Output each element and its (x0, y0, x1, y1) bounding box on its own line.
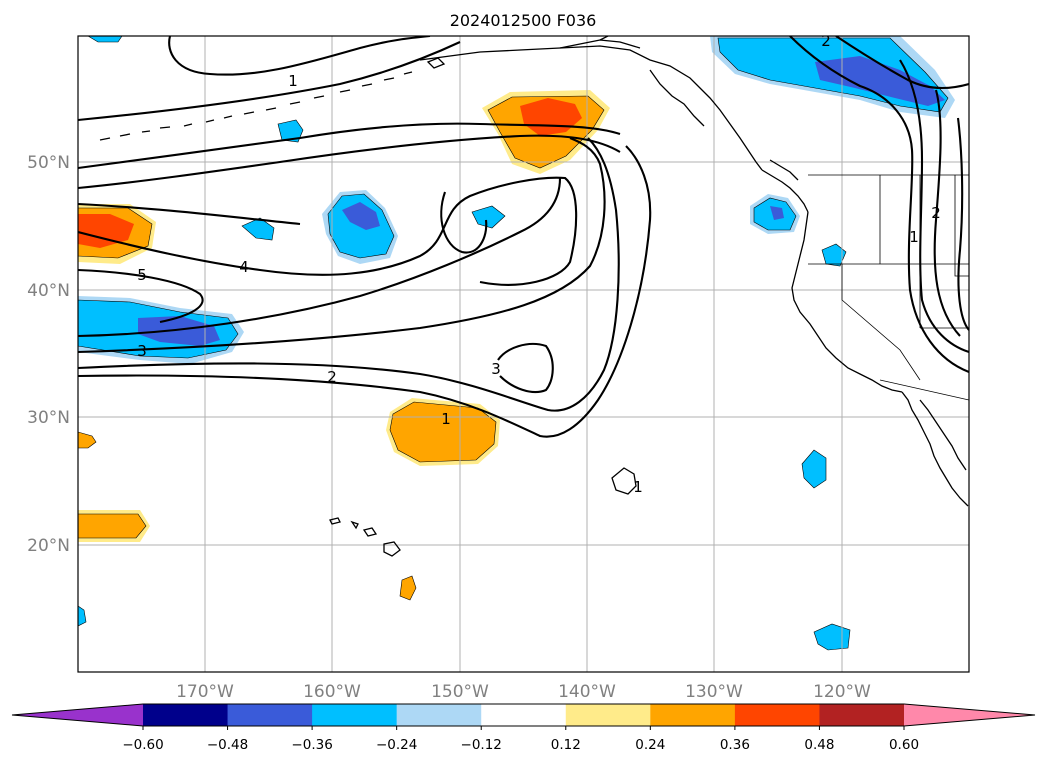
coastlines (99, 36, 969, 557)
negative-anomaly-region (277, 119, 304, 143)
lon-label: 160°W (303, 682, 361, 702)
colorbar-tick-label: −0.60 (122, 737, 163, 753)
colorbar-tick-label: −0.12 (461, 737, 502, 753)
colorbar: −0.60 −0.48 −0.36 −0.24 −0.12 0.12 0.24 0.36 0.4… (11, 703, 1036, 753)
map-frame (77, 35, 970, 673)
contour-label: 1 (288, 72, 298, 90)
latitude-labels: 50°N 40°N 30°N 20°N (27, 153, 70, 556)
positive-anomaly-region (78, 510, 150, 542)
colorbar-tick-label: −0.36 (291, 737, 332, 753)
negative-anomaly-region (710, 36, 955, 118)
colorbar-tick-label: 0.60 (889, 737, 919, 753)
lat-label: 20°N (27, 536, 70, 556)
longitude-labels: 170°W 160°W 150°W 140°W 130°W 120°W (176, 682, 871, 702)
colorbar-tick-label: 0.48 (804, 737, 834, 753)
negative-anomaly-region (750, 194, 800, 234)
negative-anomaly-region (78, 605, 87, 627)
colorbar-segment (481, 704, 567, 726)
lon-label: 170°W (176, 682, 234, 702)
positive-anomaly-region (399, 575, 417, 601)
positive-anomaly-region (78, 431, 97, 449)
colorbar-segment (565, 704, 651, 726)
lat-label: 30°N (27, 408, 70, 428)
contour-label: 4 (239, 258, 249, 276)
lat-label: 50°N (27, 153, 70, 173)
lat-label: 40°N (27, 281, 70, 301)
colorbar-tick-label: 0.12 (551, 737, 581, 753)
positive-anomaly-region (482, 90, 610, 174)
colorbar-segment (227, 704, 313, 726)
positive-anomaly-region (386, 398, 500, 466)
graticule (78, 36, 969, 672)
contour-lines (78, 36, 969, 438)
lon-label: 140°W (558, 682, 616, 702)
negative-anomaly-region (813, 623, 851, 651)
negative-anomaly-region (821, 243, 847, 267)
contour-label: 1 (909, 228, 919, 246)
lon-label: 150°W (431, 682, 489, 702)
negative-anomaly-region (78, 296, 244, 364)
colorbar-extend-max (904, 704, 1035, 726)
colorbar-segment (819, 704, 905, 726)
colorbar-tick-label: −0.24 (376, 737, 417, 753)
colorbar-segment (650, 704, 736, 726)
map-panel: 1 1 2 2 3 3 4 5 1 1 2 (77, 32, 970, 673)
shaded-anomalies (78, 36, 955, 651)
colorbar-tick-label: −0.48 (207, 737, 248, 753)
contour-label: 2 (821, 32, 831, 50)
contour-label: 3 (137, 342, 147, 360)
negative-anomaly-region (801, 449, 827, 489)
colorbar-tick-label: 0.24 (635, 737, 665, 753)
lon-label: 120°W (813, 682, 871, 702)
colorbar-extend-min (12, 704, 143, 726)
negative-anomaly-region (87, 36, 123, 43)
contour-labels: 1 1 2 2 3 3 4 5 1 1 2 (137, 32, 941, 496)
figure-title: 2024012500 F036 (450, 11, 597, 30)
colorbar-segment (396, 704, 482, 726)
colorbar-segment (734, 704, 820, 726)
negative-anomaly-region (322, 190, 398, 264)
positive-anomaly-region (78, 204, 156, 264)
contour-label: 2 (931, 204, 941, 222)
contour-label: 3 (491, 360, 501, 378)
colorbar-tick-label: 0.36 (720, 737, 750, 753)
negative-anomaly-region (471, 205, 506, 229)
contour-label: 1 (633, 478, 643, 496)
colorbar-segment (312, 704, 398, 726)
contour-label: 1 (441, 410, 451, 428)
contour-label: 5 (137, 266, 147, 284)
lon-label: 130°W (685, 682, 743, 702)
colorbar-segment (143, 704, 229, 726)
contour-label: 2 (327, 368, 337, 386)
